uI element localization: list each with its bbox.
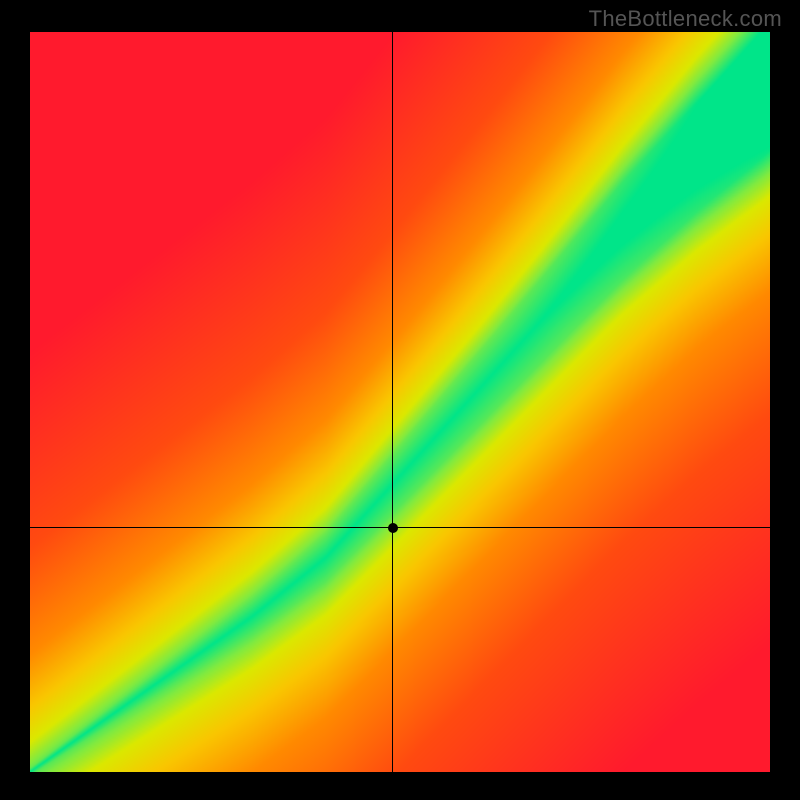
watermark-text: TheBottleneck.com	[589, 6, 782, 32]
heatmap-canvas	[30, 32, 770, 772]
crosshair-horizontal	[30, 527, 770, 528]
crosshair-vertical	[392, 32, 393, 772]
bottleneck-heatmap	[30, 32, 770, 772]
selection-marker	[388, 523, 398, 533]
